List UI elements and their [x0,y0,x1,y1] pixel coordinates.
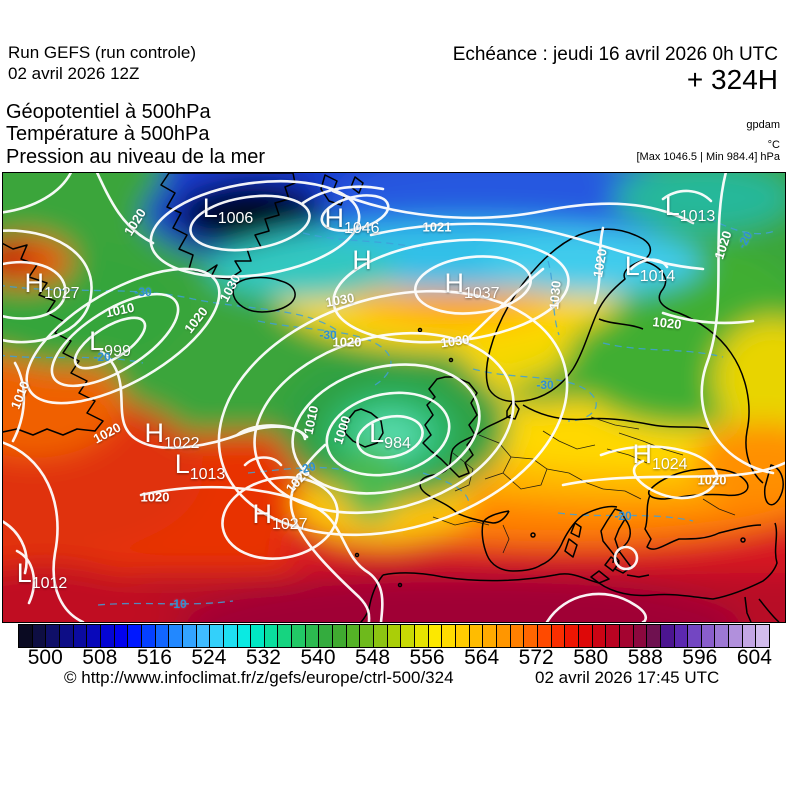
colorbar-cell [346,625,361,647]
colorbar-cell [196,625,211,647]
colorbar-cell [756,625,770,647]
colorbar-cell [674,625,689,647]
colorbar-cell [360,625,375,647]
colorbar-cell [688,625,702,647]
colorbar-tick-label: 524 [191,646,227,669]
title-pressure: Pression au niveau de la mer [6,145,266,168]
pressure-minmax-label: [Max 1046.5 | Min 984.4] hPa [636,151,781,163]
temperature-contours [3,212,776,606]
colorbar-cell [415,625,429,647]
colorbar-cell [251,625,265,647]
colorbar-cell [565,625,579,647]
colorbar-cell [19,625,33,647]
colorbar-cell [141,625,156,647]
colorbar-cell [660,625,675,647]
geopotential-color-field [3,173,785,622]
title-temperature: Température à 500hPa [6,123,210,146]
colorbar-cell [223,625,238,647]
colorbar-cell [510,625,525,647]
colorbar-tick-label: 548 [355,646,391,669]
colorbar-cell [469,625,484,647]
forecast-validity-label: Echéance : jeudi 16 avril 2026 0h UTC [452,44,778,65]
colorbar-ticks: 500 508 516 524 532 540 548 556 564 572 580 588 596 6… [0,646,788,670]
generation-datetime-label: 02 avril 2026 17:45 UTC [535,668,720,687]
colorbar-cell [456,625,470,647]
source-url-label: © http://www.infoclimat.fr/z/gefs/europe… [64,668,454,687]
colorbar-cell [729,625,743,647]
colorbar-cell [128,625,142,647]
colorbar-tick-label: 580 [573,646,609,669]
country-borders [432,416,736,554]
colorbar-tick-label: 604 [736,646,772,669]
colorbar-cell [169,625,183,647]
colorbar-cell [182,625,197,647]
colorbar-cell [387,625,402,647]
colorbar-cell [305,625,320,647]
colorbar-cell [114,625,129,647]
forecast-horizon-label: + 324H [686,64,778,95]
colorbar-cell [73,625,88,647]
colorbar-cell [333,625,347,647]
colorbar-cell [592,625,607,647]
colorbar-cell [606,625,620,647]
colorbar-cell [374,625,388,647]
colorbar-cell [442,625,456,647]
colorbar-cell [278,625,293,647]
colorbar-tick-label: 564 [464,646,500,669]
unit-temperature: °C [767,139,780,151]
weather-map: L1006 H1046 H H1027 H1037 L1013 L1014 L999 L984 H… [2,172,786,623]
colorbar-tick-label: 588 [627,646,663,669]
weather-map-canvas [3,173,785,622]
colorbar-tick-label: 532 [245,646,281,669]
isobar-contours [3,173,785,622]
colorbar-cell [633,625,648,647]
colorbar-cell [100,625,115,647]
colorbar-tick-label: 516 [136,646,172,669]
colorbar [18,624,770,648]
unit-geopotential: gpdam [746,119,780,131]
colorbar-tick-label: 556 [409,646,445,669]
colorbar-cell [210,625,224,647]
colorbar-cell [292,625,306,647]
colorbar-cell [551,625,566,647]
colorbar-cell [619,625,634,647]
colorbar-cell [524,625,538,647]
colorbar-cell [701,625,716,647]
colorbar-cell [483,625,497,647]
colorbar-cell [715,625,730,647]
run-model-label: Run GEFS (run controle) [8,43,197,62]
colorbar-tick-label: 508 [82,646,118,669]
colorbar-tick-label: 500 [27,646,63,669]
colorbar-cell [578,625,593,647]
colorbar-tick-label: 596 [682,646,718,669]
colorbar-cell [59,625,74,647]
colorbar-cell [46,625,60,647]
colorbar-cell [428,625,443,647]
colorbar-cell [87,625,101,647]
colorbar-cell [647,625,661,647]
colorbar-tick-label: 572 [518,646,554,669]
colorbar-cell [32,625,47,647]
colorbar-cell [155,625,170,647]
map-parameter-titles: Géopotentiel à 500hPa Température à 500h… [6,101,265,168]
colorbar-cell [537,625,552,647]
colorbar-cell [496,625,511,647]
colorbar-tick-label: 540 [300,646,336,669]
colorbar-cell [237,625,252,647]
colorbar-cell [742,625,757,647]
colorbar-cell [401,625,416,647]
run-info: Run GEFS (run controle) 02 avril 2026 12… [8,42,196,84]
colorbar-cell [264,625,279,647]
run-date-label: 02 avril 2026 12Z [8,64,140,83]
colorbar-cell [319,625,334,647]
title-geopotential: Géopotentiel à 500hPa [6,101,211,123]
